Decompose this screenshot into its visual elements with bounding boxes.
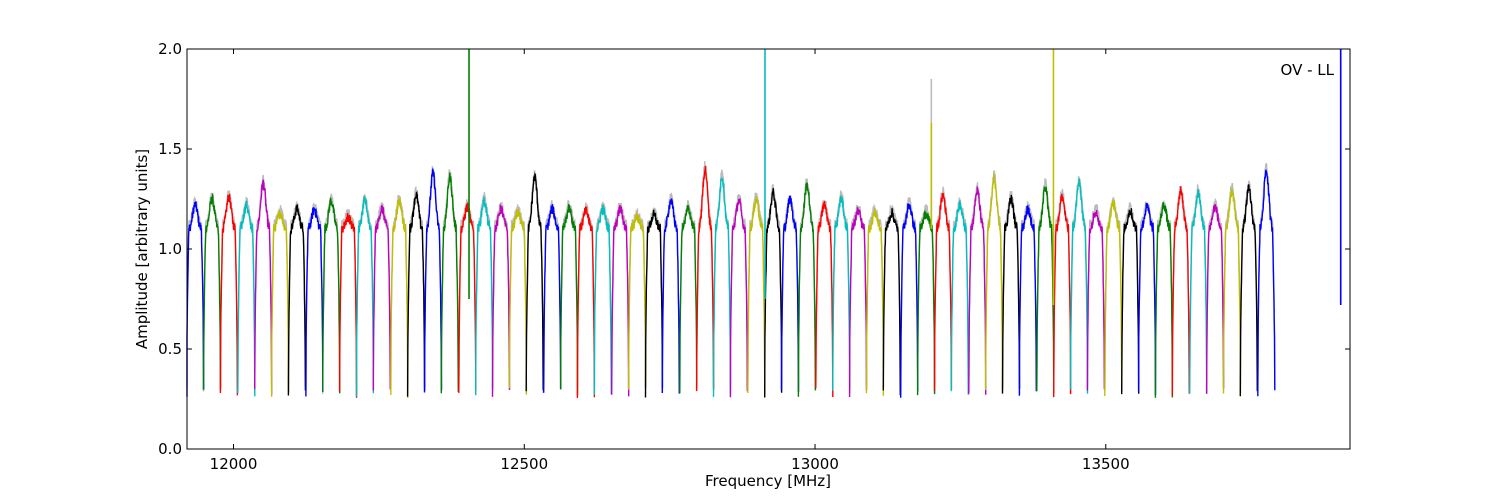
channel-series-line <box>372 204 391 391</box>
channel-series-line <box>543 204 562 393</box>
channel-series-line <box>611 205 630 397</box>
background-channel-line <box>186 196 205 392</box>
channel-series-line <box>475 196 494 396</box>
background-channel-line <box>764 184 783 388</box>
x-tick-label: 13000 <box>791 455 839 473</box>
y-tick-label: 0.5 <box>158 340 182 358</box>
channel-series-line <box>933 192 953 391</box>
channel-series-line <box>882 208 901 396</box>
channel-series-line <box>458 202 477 393</box>
channel-series-line <box>848 207 868 398</box>
channel-series-line <box>338 212 358 398</box>
channel-series-line <box>984 172 1004 391</box>
channel-series-line <box>968 186 987 395</box>
channel-series-line <box>390 196 409 398</box>
channel-series-line <box>322 196 341 394</box>
channel-series-line <box>1018 205 1037 396</box>
channel-series-line <box>661 198 680 394</box>
y-axis-title: Amplitude [arbitrary units] <box>133 149 151 349</box>
x-tick-label: 13500 <box>1082 455 1130 473</box>
channel-series-line <box>679 205 698 394</box>
background-channel-line <box>372 202 391 387</box>
channel-series-line <box>1222 187 1242 395</box>
x-tick-label: 12000 <box>210 455 258 473</box>
channel-series-line <box>950 200 969 395</box>
channel-series-line <box>865 208 885 396</box>
channel-series-line <box>1053 193 1072 398</box>
channel-series-line <box>916 209 936 396</box>
channel-series-line <box>1104 199 1123 397</box>
channel-series-line <box>593 204 612 395</box>
channel-series-line <box>305 206 324 397</box>
channel-series-line <box>644 209 664 398</box>
y-tick-label: 1.5 <box>158 140 182 158</box>
channel-series-line <box>525 171 544 392</box>
channel-series-line <box>559 203 579 396</box>
x-axis: 12000 12500 13000 13500 <box>210 49 1130 473</box>
channel-series-line <box>287 204 307 396</box>
channel-series-line <box>797 182 817 397</box>
x-axis-title: Frequency [MHz] <box>705 472 831 490</box>
channel-series-line <box>815 201 834 398</box>
channel-series-line <box>1154 202 1174 398</box>
channel-series-line <box>406 191 426 397</box>
channel-series-line <box>712 177 732 397</box>
channel-series-line <box>508 208 528 395</box>
background-channel-line <box>984 170 1004 388</box>
series-group <box>186 165 1276 399</box>
channel-series-line <box>1171 186 1190 396</box>
y-axis: 0.0 0.5 1.0 1.5 2.0 <box>158 40 1350 458</box>
channel-series-line <box>832 195 851 391</box>
channel-series-line <box>695 165 715 392</box>
channel-series-line <box>254 179 273 395</box>
channel-series-line <box>1239 184 1258 397</box>
channel-series-line <box>1001 194 1021 394</box>
channel-series-line <box>1137 202 1157 395</box>
plot-background <box>187 49 1350 449</box>
channel-series-line <box>1189 189 1208 394</box>
y-tick-label: 1.0 <box>158 240 182 258</box>
channel-series-line <box>355 195 375 397</box>
channel-series-line <box>1121 208 1140 395</box>
channel-series-line <box>186 201 205 397</box>
background-channel-line <box>1257 162 1276 389</box>
channel-series-line <box>219 193 239 396</box>
channel-series-line <box>747 196 766 397</box>
channel-series-line <box>780 195 800 392</box>
channel-series-line <box>202 192 222 390</box>
x-tick-label: 12500 <box>500 455 548 473</box>
channel-series-line <box>627 212 647 390</box>
channel-series-line <box>423 168 443 393</box>
channel-series-line <box>900 203 919 398</box>
y-tick-label: 2.0 <box>158 40 182 58</box>
spike-group <box>468 49 1342 305</box>
channel-series-line <box>1205 204 1225 394</box>
channel-series-line <box>1069 178 1089 394</box>
channel-series-line <box>491 204 511 397</box>
channel-series-line <box>1257 169 1276 397</box>
channel-series-line <box>764 188 783 398</box>
channel-series-line <box>729 197 748 398</box>
channel-series-line <box>1036 186 1055 393</box>
channel-series-line <box>237 200 256 397</box>
channel-series-line <box>440 172 459 394</box>
channel-series-line <box>270 209 290 397</box>
background-channel-line <box>729 194 748 389</box>
background-channel-line <box>270 205 290 394</box>
channel-series-line <box>576 206 596 399</box>
background-channel-line <box>593 201 612 393</box>
annotation-label: OV - LL <box>1281 61 1335 79</box>
channel-series-line <box>1086 209 1106 391</box>
y-tick-label: 0.0 <box>158 440 182 458</box>
